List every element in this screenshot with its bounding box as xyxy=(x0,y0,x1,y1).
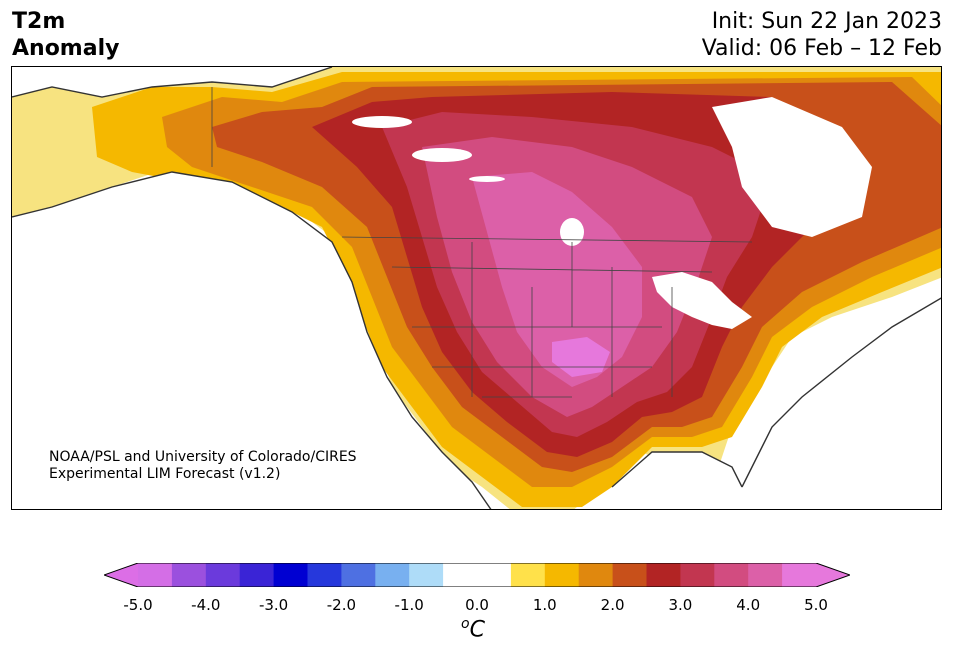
colorbar-ticks: -5.0 -4.0 -3.0 -2.0 -1.0 0.0 1.0 2.0 3.0 4.0 5.0 xyxy=(0,596,953,616)
colorbar-swatch xyxy=(748,563,783,587)
credit-line-1: NOAA/PSL and University of Colorado/CIRE… xyxy=(49,449,357,465)
band-7 xyxy=(472,172,642,387)
atlantic-ocean xyxy=(742,298,941,509)
lake-3 xyxy=(469,176,505,182)
colorbar-swatch xyxy=(273,563,308,587)
lake-1 xyxy=(352,116,412,128)
colorbar-swatch xyxy=(714,563,749,587)
colorbar-swatch xyxy=(782,563,817,587)
colorbar-swatch xyxy=(375,563,410,587)
colorbar-swatch xyxy=(239,563,275,587)
title-right: Init: Sun 22 Jan 2023 Valid: 06 Feb – 12… xyxy=(702,8,942,62)
init-date: Init: Sun 22 Jan 2023 xyxy=(711,9,942,34)
colorbar-swatch xyxy=(578,563,614,587)
map-canvas xyxy=(12,67,941,509)
gulf xyxy=(593,452,732,509)
lake-4 xyxy=(560,218,584,246)
colorbar-tick-label: 0.0 xyxy=(465,596,489,614)
colorbar-swatch xyxy=(680,563,715,587)
colorbar-tick-label: -4.0 xyxy=(191,596,221,614)
unit-celsius: C xyxy=(469,617,485,643)
colorbar-swatch xyxy=(307,563,342,587)
colorbar-tick-label: -2.0 xyxy=(326,596,357,614)
unit-degree: o xyxy=(461,616,470,632)
colorbar-tick-label: -1.0 xyxy=(394,596,424,614)
credit-text: NOAA/PSL and University of Colorado/CIRE… xyxy=(49,449,357,483)
lake-2 xyxy=(412,148,472,162)
valid-range: Valid: 06 Feb – 12 Feb xyxy=(701,36,942,61)
colorbar-tick-label: -3.0 xyxy=(258,596,289,614)
colorbar-swatch xyxy=(612,563,647,587)
hudson-bay xyxy=(712,97,872,237)
colorbar-swatch xyxy=(646,563,681,587)
title-line-1: T2m xyxy=(12,9,66,34)
colorbar-swatch xyxy=(205,563,241,587)
colorbar-tick-label: 2.0 xyxy=(600,596,625,614)
colorbar-tick-label: 1.0 xyxy=(532,596,557,614)
colorbar-swatch xyxy=(409,563,444,587)
colorbar-swatch xyxy=(544,563,580,587)
anomaly-map xyxy=(11,66,942,510)
title-left: T2m Anomaly xyxy=(12,8,119,62)
credit-line-2: Experimental LIM Forecast (v1.2) xyxy=(49,466,281,482)
colorbar xyxy=(104,563,850,587)
colorbar-swatch xyxy=(341,563,376,587)
great-lakes xyxy=(652,272,752,329)
colorbar-tick-label: 5.0 xyxy=(804,596,828,614)
unit-label: oC xyxy=(461,616,485,642)
colorbar-swatch xyxy=(171,563,207,587)
colorbar-swatch xyxy=(443,563,478,587)
pacific-ocean xyxy=(12,172,491,509)
colorbar-tick-label: 4.0 xyxy=(736,596,761,614)
colorbar-under-arrow xyxy=(104,563,138,587)
colorbar-tick-label: 3.0 xyxy=(668,596,693,614)
colorbar-over-arrow xyxy=(816,563,850,587)
borders xyxy=(211,87,753,398)
title-line-2: Anomaly xyxy=(12,36,120,61)
colorbar-swatch xyxy=(138,563,173,587)
coastline xyxy=(12,67,941,509)
colorbar-swatch xyxy=(510,563,546,587)
colorbar-swatch xyxy=(477,563,512,587)
colorbar-tick-label: -5.0 xyxy=(123,596,153,614)
